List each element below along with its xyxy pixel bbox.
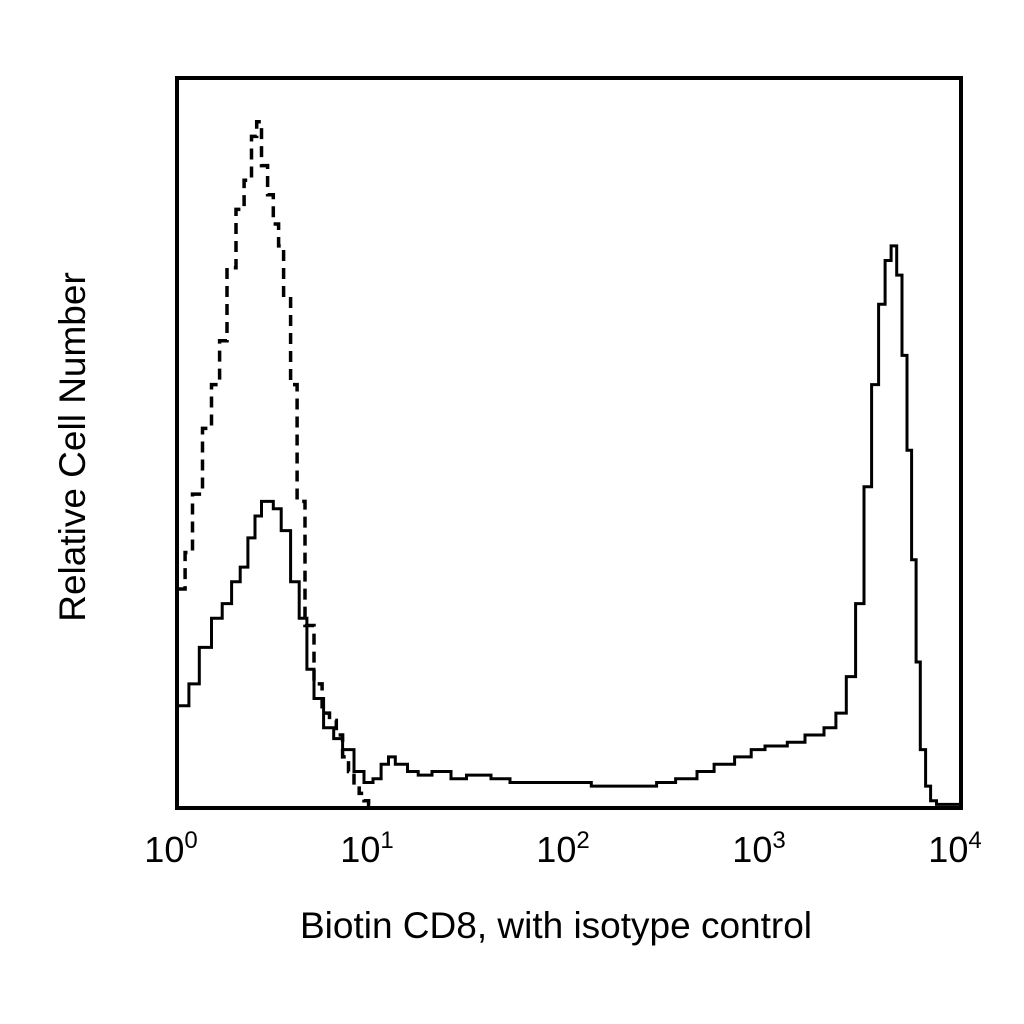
cd8-histogram xyxy=(177,244,961,806)
x-tick-label: 103 xyxy=(732,827,785,870)
series-layer xyxy=(177,120,961,810)
x-axis-title: Biotin CD8, with isotype control xyxy=(300,905,812,946)
x-tick-label: 102 xyxy=(536,827,589,870)
y-axis-title: Relative Cell Number xyxy=(52,272,93,622)
plot-frame xyxy=(175,76,963,810)
x-tick-label: 104 xyxy=(928,827,981,870)
x-tick-label: 101 xyxy=(340,827,393,870)
x-tick-labels: 100 101 102 103 104 xyxy=(144,827,981,870)
x-tick-label: 100 xyxy=(144,827,197,870)
isotype-control-histogram xyxy=(177,120,961,810)
